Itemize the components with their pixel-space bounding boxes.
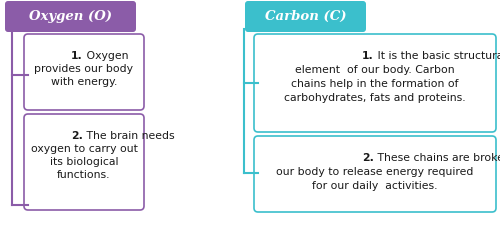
FancyBboxPatch shape (24, 114, 144, 210)
Text: Carbon (C): Carbon (C) (265, 10, 346, 23)
Text: functions.: functions. (57, 170, 111, 180)
Text: carbohydrates, fats and proteins.: carbohydrates, fats and proteins. (284, 93, 466, 103)
Text: chains help in the formation of: chains help in the formation of (291, 79, 459, 89)
Text: 1.: 1. (72, 51, 83, 61)
Text: oxygen to carry out: oxygen to carry out (30, 144, 138, 154)
FancyBboxPatch shape (5, 1, 136, 32)
Text: It is the basic structural: It is the basic structural (374, 51, 500, 61)
FancyBboxPatch shape (254, 34, 496, 132)
Text: for our daily  activities.: for our daily activities. (312, 181, 438, 191)
Text: 2.: 2. (71, 131, 83, 141)
Text: The brain needs: The brain needs (83, 131, 174, 141)
Text: provides our body: provides our body (34, 64, 134, 74)
Text: 2.: 2. (362, 153, 374, 163)
Text: its biological: its biological (50, 157, 118, 167)
Text: Oxygen (O): Oxygen (O) (29, 10, 112, 23)
Text: our body to release energy required: our body to release energy required (276, 167, 473, 177)
Text: 1.: 1. (362, 51, 374, 61)
Text: with energy.: with energy. (51, 77, 117, 87)
Text: Oxygen: Oxygen (83, 51, 128, 61)
Text: These chains are broken inside: These chains are broken inside (374, 153, 500, 163)
FancyBboxPatch shape (24, 34, 144, 110)
Text: element  of our body. Carbon: element of our body. Carbon (295, 65, 455, 75)
FancyBboxPatch shape (245, 1, 366, 32)
FancyBboxPatch shape (254, 136, 496, 212)
